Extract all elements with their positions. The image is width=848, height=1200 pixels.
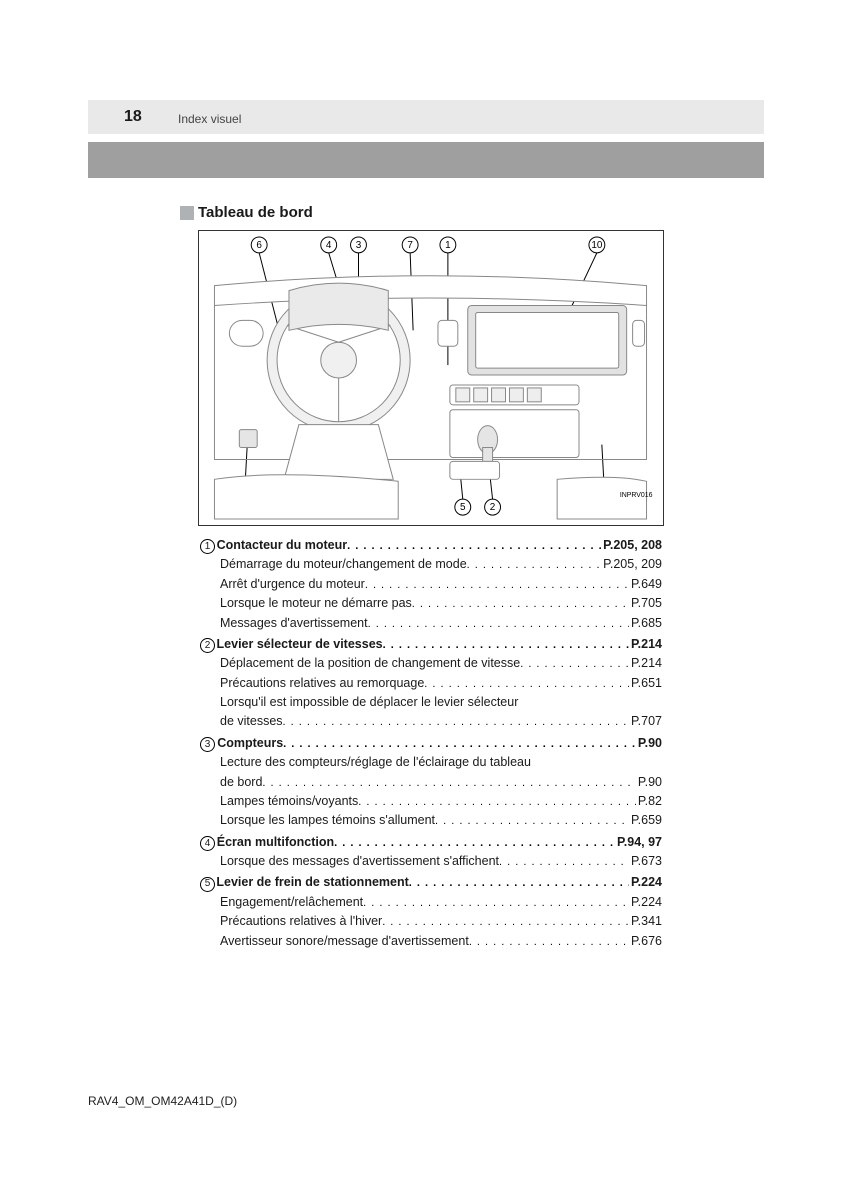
sub-label: Lorsque les lampes témoins s'allument — [220, 811, 435, 830]
index-list: 1 Contacteur du moteur P.205, 208 Démarr… — [200, 536, 662, 953]
callout-1: 1 — [445, 240, 451, 251]
entry-title: Levier sélecteur de vitesses — [217, 635, 383, 654]
sub-page: P.676 — [629, 932, 662, 951]
sub-page: P.705 — [629, 594, 662, 613]
entry-number-icon: 2 — [200, 638, 215, 653]
sub-label: Déplacement de la position de changement… — [220, 654, 520, 673]
index-entry: 3 Compteurs P.90 Lecture des compteurs/r… — [200, 734, 662, 831]
entry-number-icon: 3 — [200, 737, 215, 752]
sub-page: P.673 — [629, 852, 662, 871]
index-entry: 2 Levier sélecteur de vitesses P.214 Dép… — [200, 635, 662, 732]
sub-page: P.659 — [629, 811, 662, 830]
entry-title: Compteurs — [217, 734, 283, 753]
entry-page: P.214 — [629, 635, 662, 654]
dashboard-diagram: 6 4 3 7 1 10 8 11 5 2 9 — [198, 230, 664, 526]
sub-label: de vitesses — [220, 712, 283, 731]
sub-label: Lorsque le moteur ne démarre pas — [220, 594, 412, 613]
sub-label: Démarrage du moteur/changement de mode — [220, 555, 467, 574]
entry-number-icon: 5 — [200, 877, 215, 892]
footer-code: RAV4_OM_OM42A41D_(D) — [88, 1094, 237, 1108]
sub-page: P.214 — [629, 654, 662, 673]
index-entry: 5 Levier de frein de stationnement P.224… — [200, 873, 662, 951]
callout-7: 7 — [407, 240, 413, 251]
entry-number-icon: 1 — [200, 539, 215, 554]
section-bar — [88, 142, 764, 178]
callout-10: 10 — [591, 240, 603, 251]
sub-page: P.90 — [636, 773, 662, 792]
sub-label: Arrêt d'urgence du moteur — [220, 575, 365, 594]
sub-label: Précautions relatives à l'hiver — [220, 912, 382, 931]
sub-page: P.224 — [629, 893, 662, 912]
sub-label: Lampes témoins/voyants — [220, 792, 358, 811]
entry-title: Contacteur du moteur — [217, 536, 348, 555]
entry-number-icon: 4 — [200, 836, 215, 851]
square-bullet-icon — [180, 206, 194, 220]
sub-page: P.341 — [629, 912, 662, 931]
page-number: 18 — [124, 108, 142, 126]
diagram-code: INPRV016 — [620, 492, 653, 499]
index-entry: 4 Écran multifonction P.94, 97 Lorsque d… — [200, 833, 662, 872]
sub-page: P.685 — [629, 614, 662, 633]
index-entry: 1 Contacteur du moteur P.205, 208 Démarr… — [200, 536, 662, 633]
sub-label: Messages d'avertissement — [220, 614, 368, 633]
entry-title: Levier de frein de stationnement — [216, 873, 408, 892]
callout-3: 3 — [356, 240, 362, 251]
section-heading: Tableau de bord — [180, 204, 313, 221]
sub-label: Lecture des compteurs/réglage de l'éclai… — [220, 753, 531, 772]
sub-label: Lorsque des messages d'avertissement s'a… — [220, 852, 499, 871]
sub-page: P.205, 209 — [601, 555, 662, 574]
sub-label: de bord — [220, 773, 262, 792]
callout-2: 2 — [490, 502, 496, 513]
sub-label: Engagement/relâchement — [220, 893, 363, 912]
callout-5: 5 — [460, 502, 466, 513]
sub-page: P.651 — [629, 674, 662, 693]
callout-6: 6 — [256, 240, 262, 251]
sub-label: Précautions relatives au remorquage — [220, 674, 424, 693]
sub-label: Avertisseur sonore/message d'avertisseme… — [220, 932, 469, 951]
sub-page: P.649 — [629, 575, 662, 594]
entry-title: Écran multifonction — [217, 833, 334, 852]
entry-page: P.224 — [629, 873, 662, 892]
sub-page: P.707 — [629, 712, 662, 731]
sub-page: P.82 — [636, 792, 662, 811]
callout-4: 4 — [326, 240, 332, 251]
entry-page: P.94, 97 — [615, 833, 662, 852]
breadcrumb: Index visuel — [178, 112, 241, 126]
sub-label: Lorsqu'il est impossible de déplacer le … — [220, 693, 518, 712]
section-title: Tableau de bord — [198, 204, 313, 221]
entry-page: P.90 — [636, 734, 662, 753]
entry-page: P.205, 208 — [601, 536, 662, 555]
